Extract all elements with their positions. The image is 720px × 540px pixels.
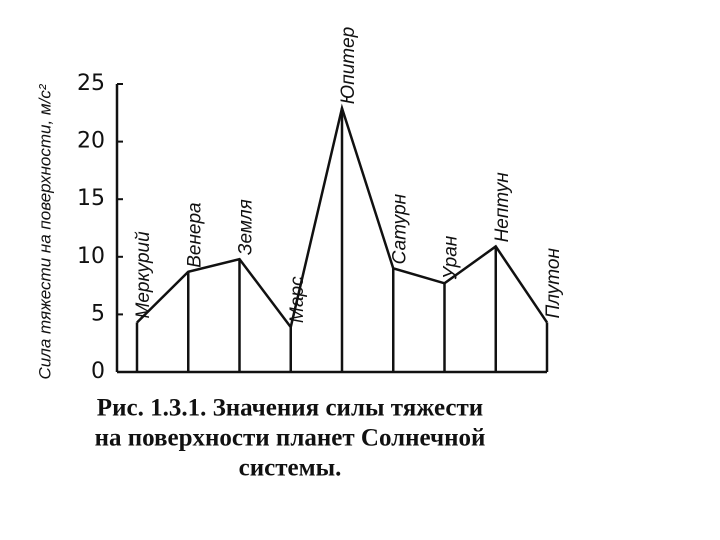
y-tick-label: 20 [77, 129, 105, 154]
category-label: Плутон [543, 248, 564, 319]
category-label: Земля [236, 199, 257, 255]
y-tick-label: 10 [77, 244, 105, 269]
y-axis-label: Сила тяжести на поверхности, м/с² [35, 83, 54, 379]
category-label: Марс [287, 276, 308, 323]
y-tick-label: 25 [77, 71, 105, 96]
data-line [136, 103, 549, 330]
category-label: Меркурий [133, 231, 154, 319]
y-tick-label: 5 [91, 301, 105, 326]
category-label: Сатурн [389, 193, 410, 264]
caption: на поверхности планет Солнечной [95, 425, 486, 452]
y-tick-label: 0 [91, 359, 105, 384]
category-label: Уран [441, 235, 462, 280]
category-label: Нептун [492, 172, 513, 243]
caption: системы. [239, 455, 342, 482]
category-label: Венера [184, 202, 205, 267]
caption: Рис. 1.3.1. Значения силы тяжести [97, 395, 483, 422]
category-label: Юпитер [338, 27, 359, 104]
y-tick-label: 15 [77, 186, 105, 211]
